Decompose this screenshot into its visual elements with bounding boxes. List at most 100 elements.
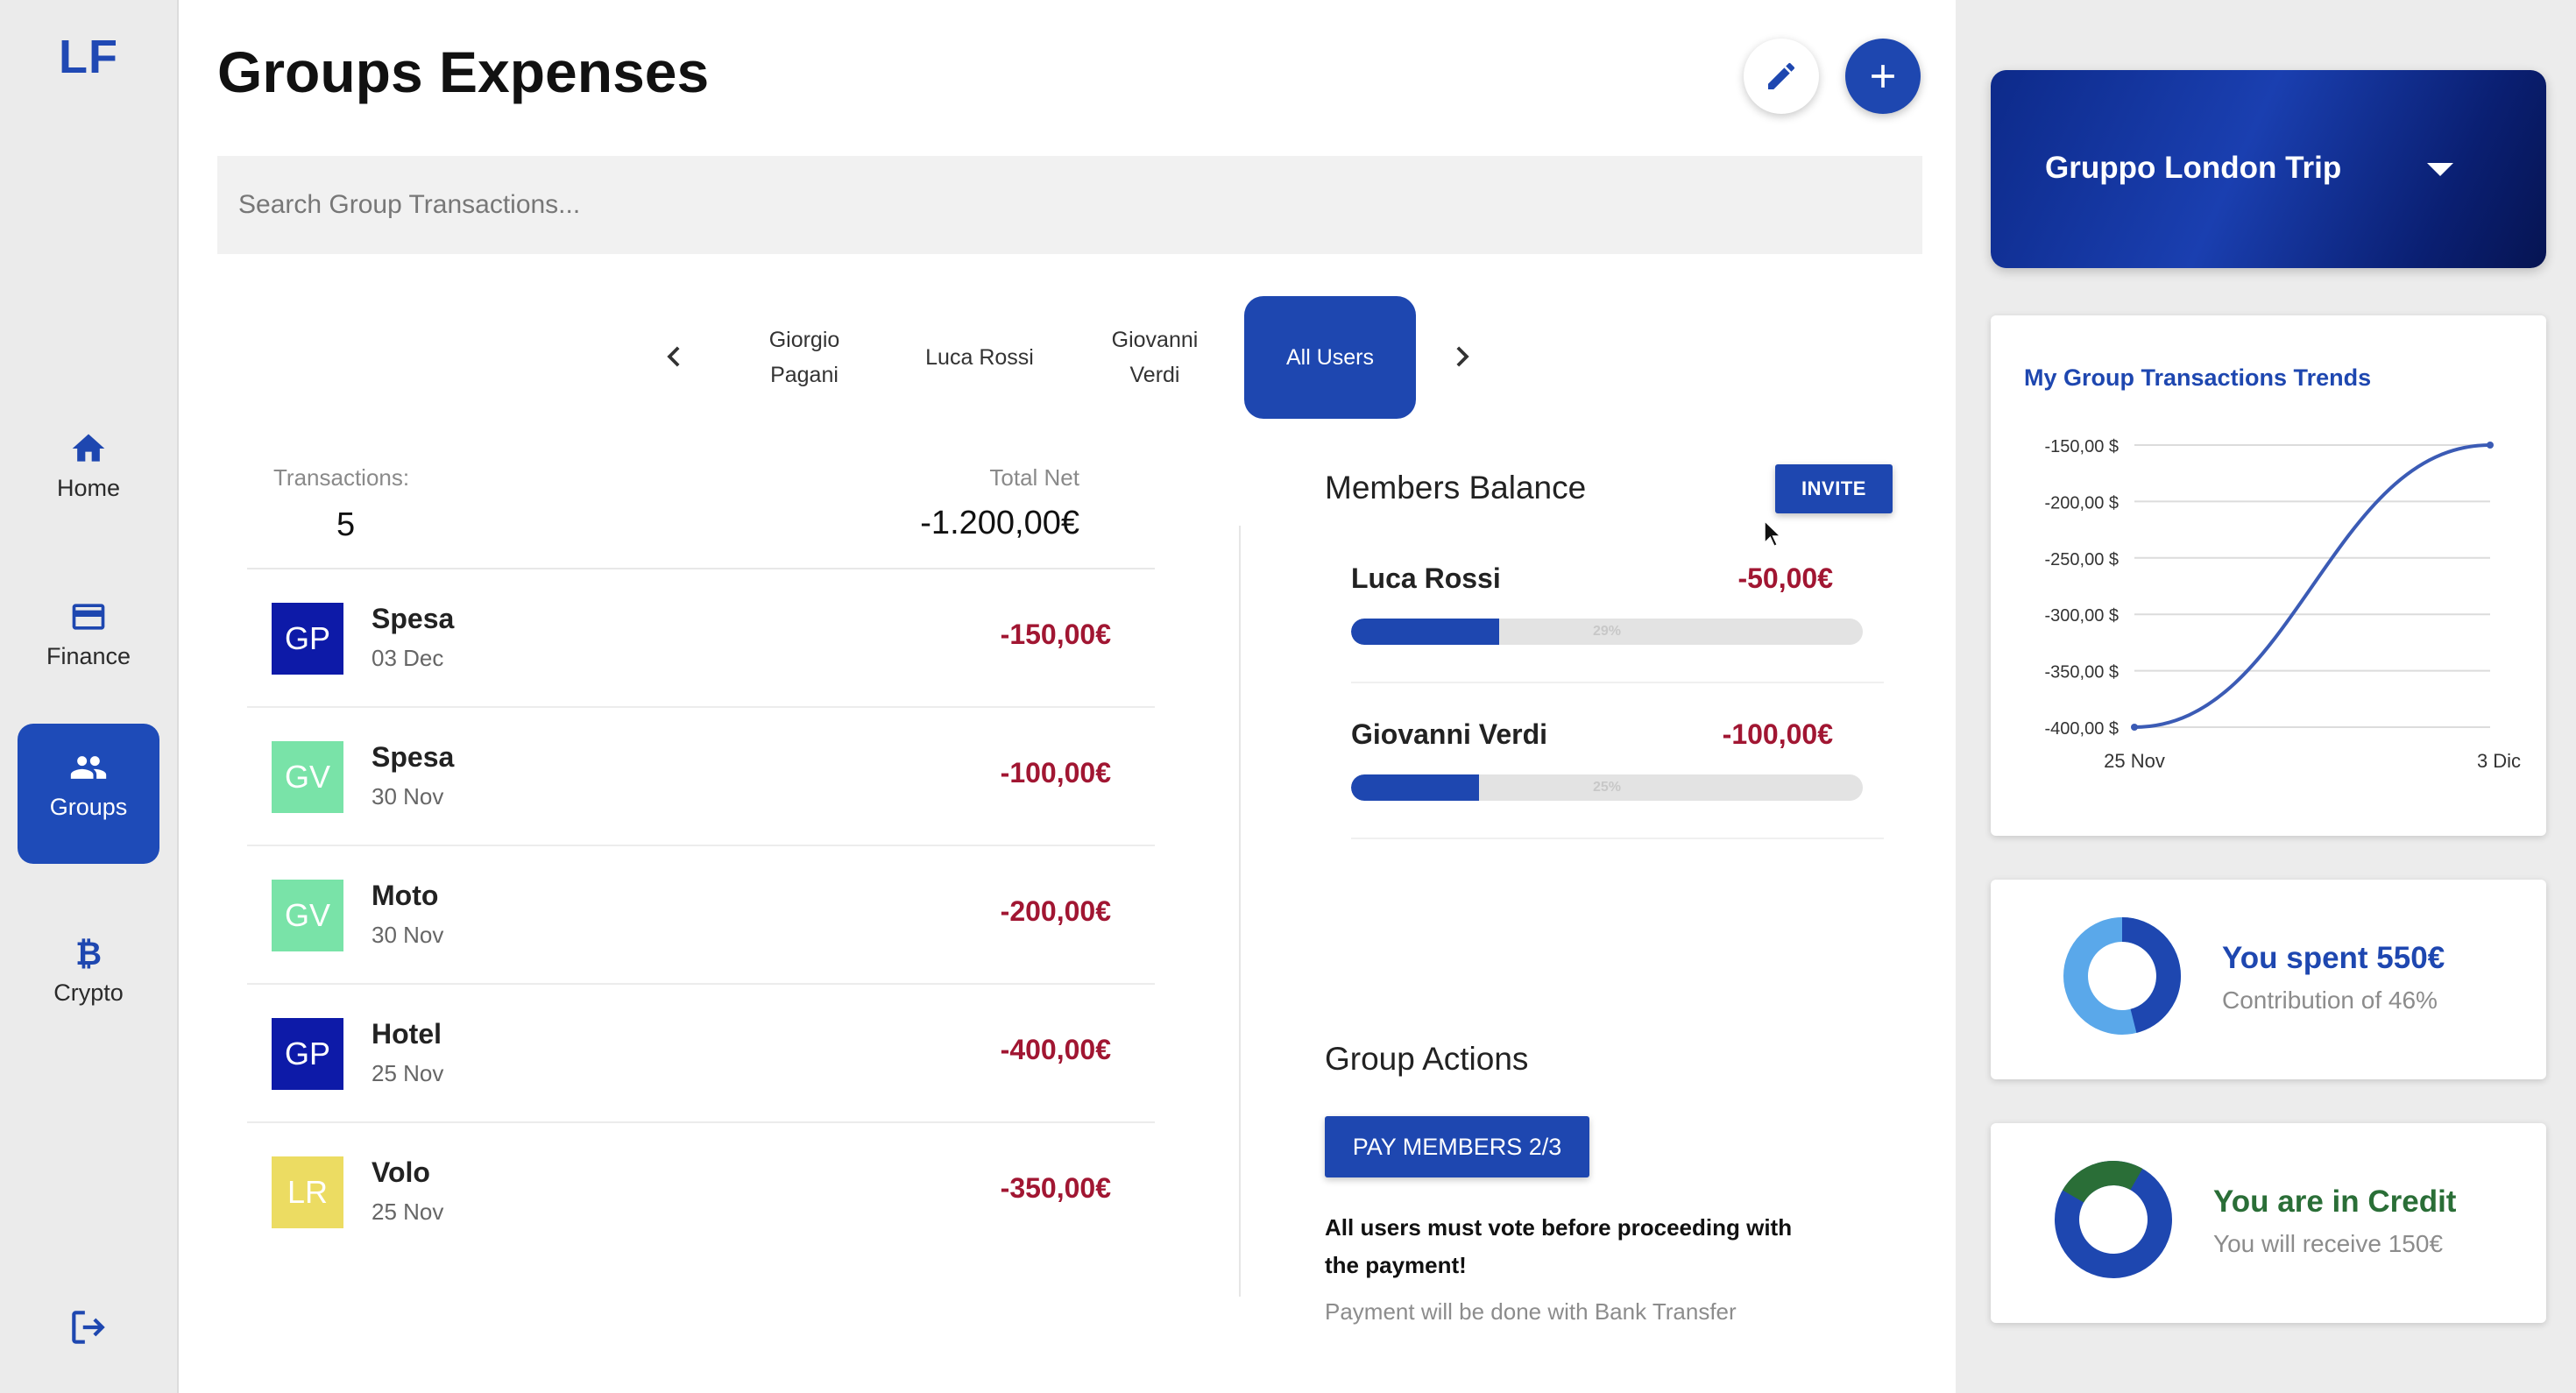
group-actions-title: Group Actions [1325, 1041, 1529, 1077]
invite-button[interactable]: INVITE [1775, 464, 1893, 513]
group-selector[interactable]: Gruppo London Trip [1991, 70, 2546, 268]
x-tick-label: 25 Nov [2104, 750, 2165, 772]
transaction-row[interactable]: GP Hotel 25 Nov -400,00€ [247, 985, 1155, 1123]
trend-chart-card: My Group Transactions Trends -150,00 $ -2… [1991, 315, 2546, 836]
transaction-date: 03 Dec [372, 645, 444, 671]
chart-title: My Group Transactions Trends [2024, 364, 2372, 391]
group-icon [70, 756, 107, 779]
logout-icon[interactable] [67, 1305, 110, 1349]
sidebar-item-groups[interactable]: Groups [18, 724, 159, 864]
member-name: Giovanni Verdi [1351, 718, 1548, 750]
y-tick-label: -200,00 $ [2044, 493, 2119, 513]
page-title: Groups Expenses [217, 39, 710, 104]
pay-members-button[interactable]: PAY MEMBERS 2/3 [1325, 1116, 1589, 1177]
row-divider [1351, 838, 1884, 839]
row-divider [247, 983, 1155, 985]
credit-subtitle: You will receive 150€ [2213, 1230, 2444, 1257]
user-avatar: GV [272, 741, 343, 813]
member-balance-item: Luca Rossi -50,00€ 29% [1351, 562, 2068, 711]
y-tick-label: -350,00 $ [2044, 663, 2119, 682]
progress-fill [1351, 774, 1479, 801]
svg-text:₿: ₿ [75, 935, 102, 972]
mouse-cursor-icon [1763, 519, 1782, 548]
data-point [2131, 724, 2138, 731]
transaction-date: 30 Nov [372, 783, 444, 810]
spent-card: You spent 550€ Contribution of 46% [1991, 880, 2546, 1079]
transaction-amount: -200,00€ [1000, 895, 1111, 927]
pencil-icon [1768, 62, 1795, 89]
total-net-label: Total Net [989, 464, 1079, 491]
sidebar-item-label: Home [56, 475, 121, 501]
spent-title: You spent 550€ [2222, 941, 2445, 975]
series-line-trend [2134, 443, 2491, 729]
total-net-value: -1.200,00€ [920, 505, 1079, 541]
user-avatar: GP [272, 1018, 343, 1090]
row-divider [247, 706, 1155, 708]
transaction-date: 30 Nov [372, 922, 444, 948]
sidebar: LF Home Finance Groups ₿ Crypto [0, 0, 179, 1393]
y-tick-label: -150,00 $ [2044, 437, 2119, 456]
y-tick-label: -300,00 $ [2044, 606, 2119, 626]
sidebar-item-finance[interactable]: Finance [18, 573, 159, 713]
user-avatar: GV [272, 880, 343, 951]
tab-user-luca-rossi[interactable]: Luca Rossi [925, 345, 1034, 370]
sidebar-item-label: Finance [46, 643, 131, 669]
tab-all-users[interactable]: All Users [1244, 296, 1416, 419]
member-progress-bar: 25% [1351, 774, 1863, 801]
right-panel: Gruppo London Trip My Group Transactions… [1959, 0, 2576, 1393]
sidebar-item-crypto[interactable]: ₿ Crypto [18, 909, 159, 1050]
transaction-amount: -150,00€ [1000, 619, 1111, 650]
transaction-name: Spesa [372, 603, 455, 634]
tab-user-giovanni-verdi[interactable]: Giovanni Verdi [1111, 328, 1199, 387]
member-progress-bar: 29% [1351, 619, 1863, 645]
transaction-row[interactable]: GV Moto 30 Nov -200,00€ [247, 846, 1155, 985]
member-amount: -100,00€ [1722, 718, 1833, 750]
y-tick-label: -250,00 $ [2044, 550, 2119, 569]
credit-card-icon [72, 604, 105, 630]
transaction-amount: -350,00€ [1000, 1172, 1111, 1204]
transaction-row[interactable]: GV Spesa 30 Nov -100,00€ [247, 708, 1155, 846]
trend-chart: -150,00 $ -200,00 $ -250,00 $ -300,00 $ -350… [2044, 437, 2521, 772]
row-divider [1351, 682, 1884, 683]
payment-method-note: Payment will be done with Bank Transfer [1325, 1298, 1737, 1325]
donut-segment-spent [2063, 917, 2181, 1035]
spent-donut-chart [2063, 917, 2181, 1035]
transactions-count: 5 [336, 506, 356, 543]
transaction-row[interactable]: LR Volo 25 Nov -350,00€ [247, 1123, 1155, 1262]
data-point [2487, 442, 2494, 449]
search-input[interactable] [217, 156, 1922, 254]
y-tick-label: -400,00 $ [2044, 719, 2119, 739]
transaction-date: 25 Nov [372, 1060, 444, 1086]
members-balance-title: Members Balance [1325, 470, 1587, 506]
member-balance-item: Giovanni Verdi -100,00€ 25% [1351, 718, 2068, 867]
user-filter-tabs: Giorgio Pagani Luca Rossi Giovanni Verdi… [179, 296, 1956, 419]
column-divider [1239, 526, 1241, 1297]
spent-subtitle: Contribution of 46% [2222, 986, 2438, 1014]
app-logo: LF [59, 31, 118, 83]
transaction-name: Volo [372, 1156, 430, 1188]
user-avatar: LR [272, 1156, 343, 1228]
member-name: Luca Rossi [1351, 562, 1501, 594]
transaction-row[interactable]: GP Spesa 03 Dec -150,00€ [247, 569, 1155, 708]
tab-user-giorgio-pagani[interactable]: Giorgio Pagani [768, 328, 840, 387]
divider [247, 568, 1155, 569]
credit-donut-chart [2055, 1161, 2172, 1278]
home-icon [72, 434, 105, 462]
add-button[interactable] [1845, 39, 1921, 114]
transaction-amount: -400,00€ [1000, 1034, 1111, 1065]
edit-button[interactable] [1744, 39, 1819, 114]
transaction-name: Moto [372, 880, 439, 911]
credit-title: You are in Credit [2213, 1184, 2457, 1219]
progress-fill [1351, 619, 1500, 645]
progress-label: 25% [1592, 780, 1622, 795]
progress-label: 29% [1592, 624, 1622, 639]
chevron-left-icon[interactable] [654, 336, 694, 377]
transaction-amount: -100,00€ [1000, 757, 1111, 788]
main-content: Groups Expenses Giorgio Pagani Luca Ross… [179, 0, 1956, 1393]
transaction-date: 25 Nov [372, 1199, 444, 1225]
chevron-right-icon[interactable] [1442, 336, 1483, 377]
dropdown-arrow-icon [2427, 163, 2453, 176]
member-amount: -50,00€ [1737, 562, 1833, 594]
sidebar-item-home[interactable]: Home [18, 405, 159, 545]
group-name: Gruppo London Trip [2045, 151, 2342, 185]
